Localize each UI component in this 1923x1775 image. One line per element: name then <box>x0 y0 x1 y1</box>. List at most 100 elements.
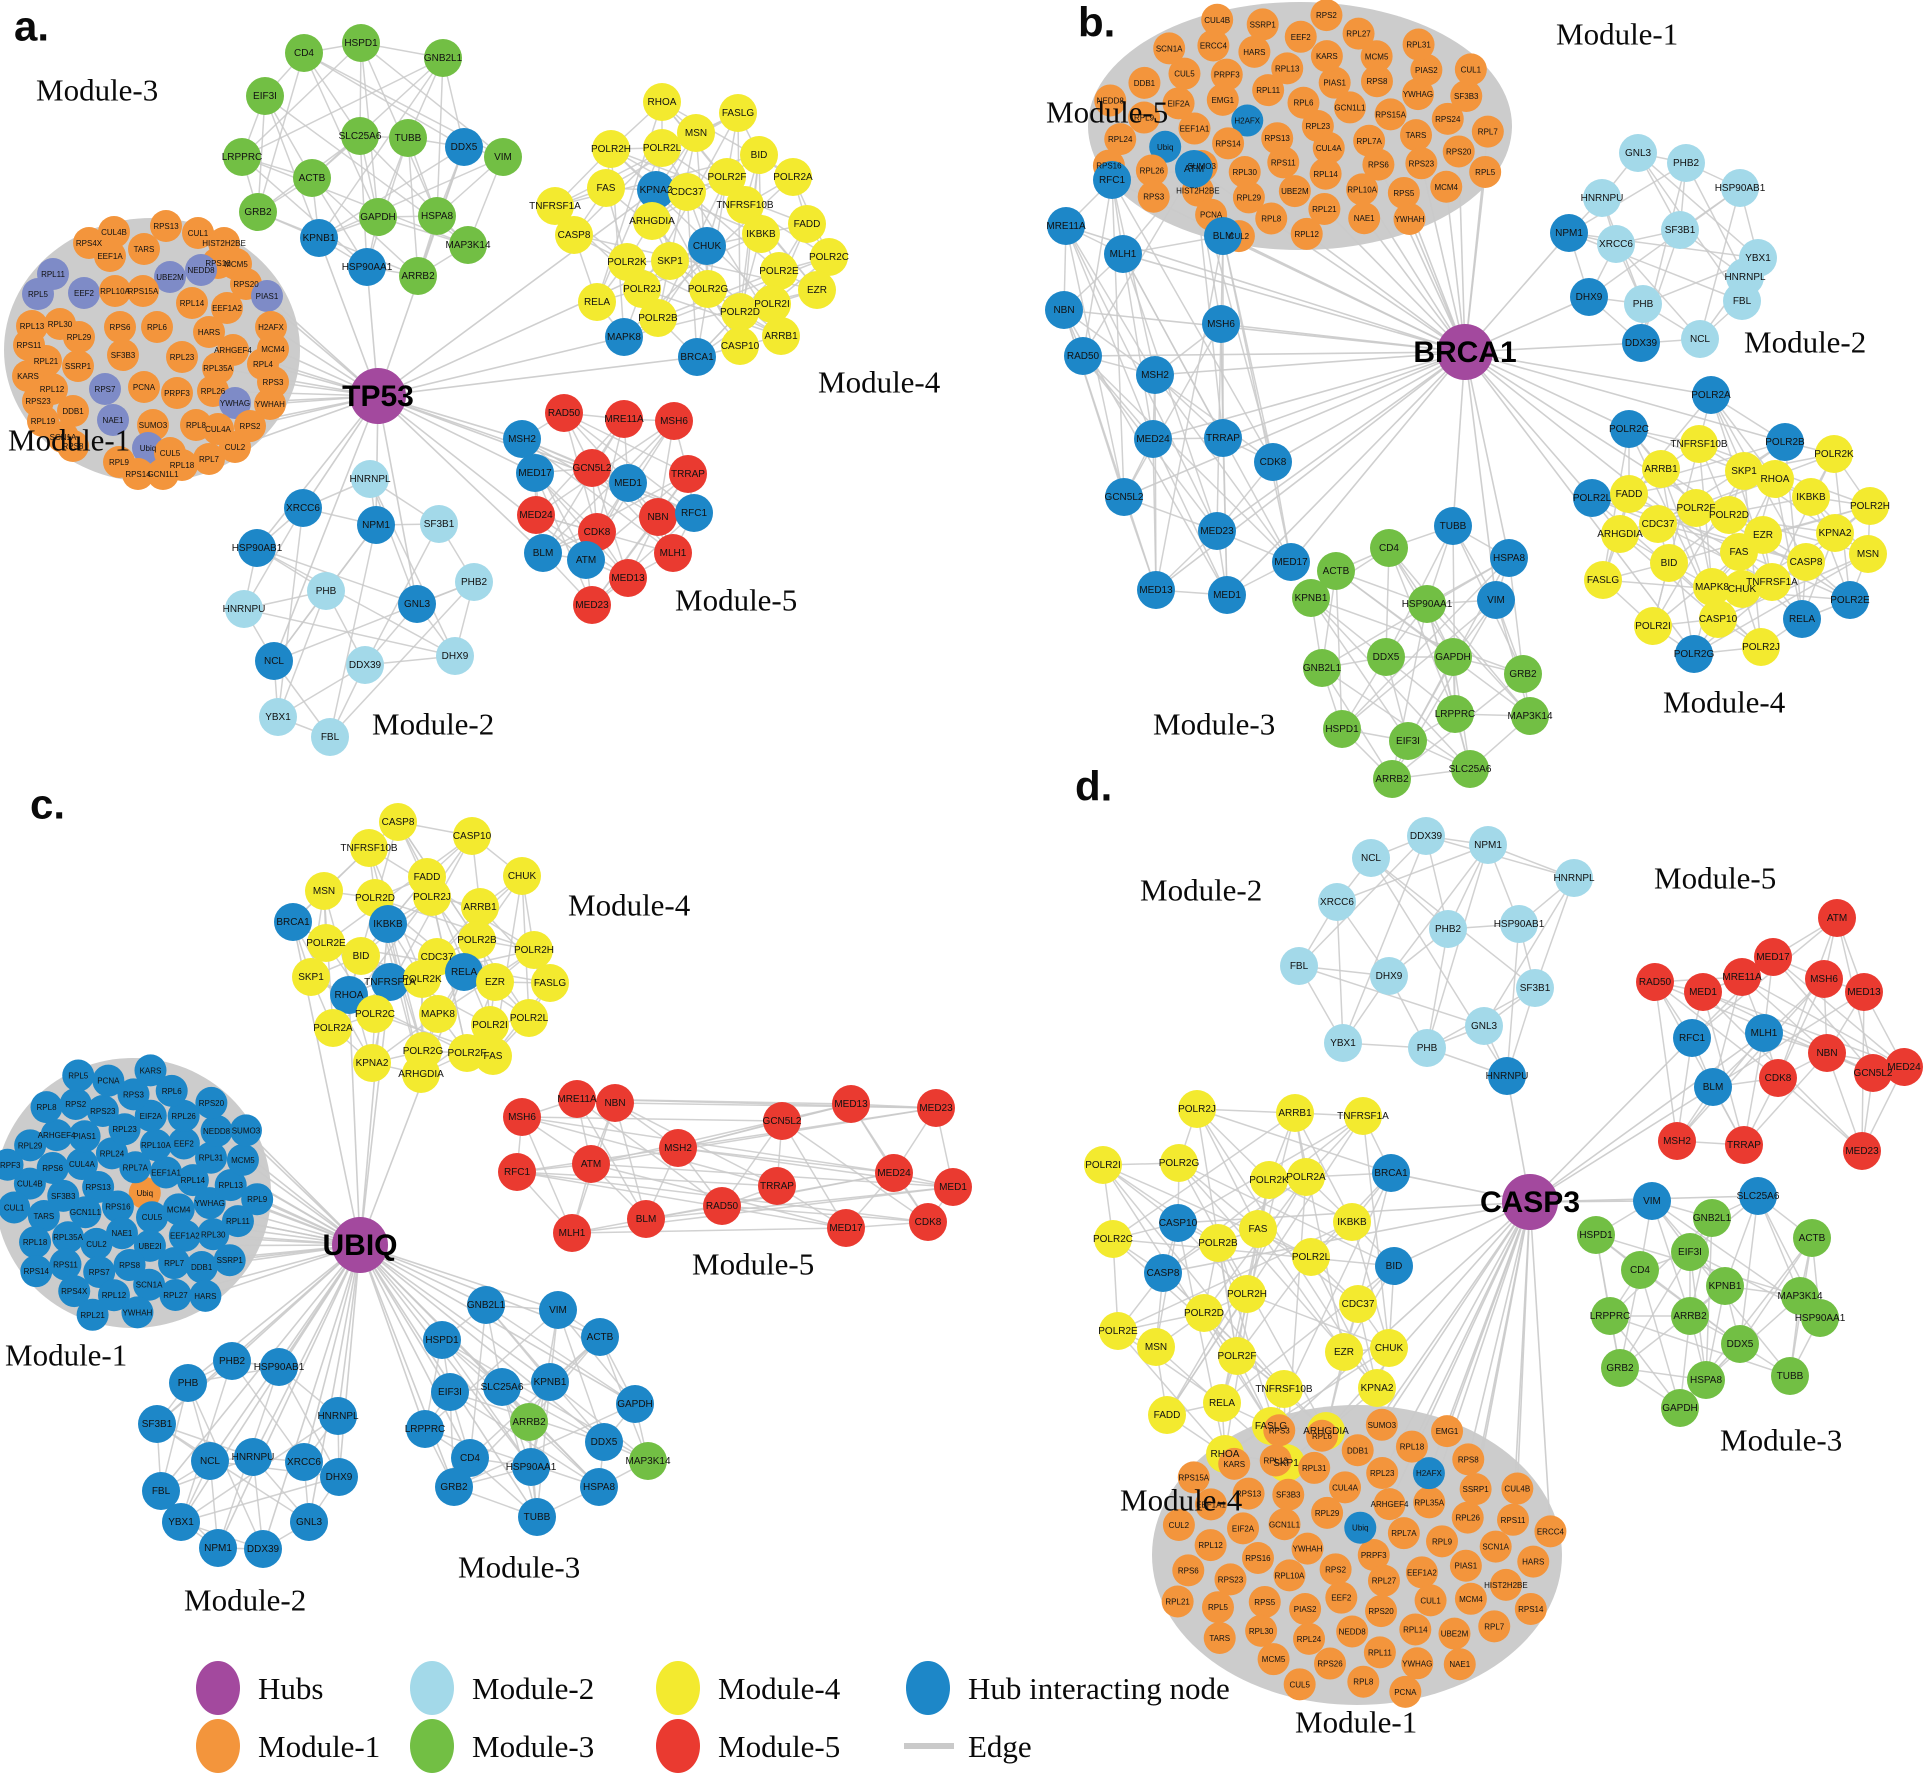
node-label-HARS: HARS <box>198 328 220 337</box>
node-label-SLC25A6: SLC25A6 <box>481 1382 524 1393</box>
node-label-RPL21: RPL21 <box>1165 1597 1190 1606</box>
node-CASP8 <box>555 216 593 254</box>
node-label-DDX39: DDX39 <box>1410 831 1443 842</box>
node-RPS2 <box>59 1087 92 1120</box>
node-POLR2C <box>810 238 848 276</box>
node-VIM <box>539 1291 577 1329</box>
node-label-CDK8: CDK8 <box>1765 1073 1792 1084</box>
node-BID <box>1375 1247 1413 1285</box>
node-ACTB <box>293 159 331 197</box>
node-RAD50 <box>703 1187 741 1225</box>
node-label-CUL2: CUL2 <box>1169 1521 1190 1530</box>
node-label-GAPDH: GAPDH <box>1662 1403 1698 1414</box>
panel-letter-a: a. <box>14 2 49 49</box>
node-RAD50 <box>545 394 583 432</box>
node-TRRAP <box>1725 1126 1763 1164</box>
edge <box>469 1336 601 1459</box>
node-label-POLR2L: POLR2L <box>510 1013 549 1024</box>
node-label-RPS23: RPS23 <box>1409 159 1435 168</box>
node-label-BID: BID <box>1386 1261 1403 1272</box>
node-label-RPL29: RPL29 <box>18 1141 43 1150</box>
node-label-EEF1A1: EEF1A1 <box>1180 125 1210 134</box>
node-POLR2A <box>774 158 812 196</box>
node-RPL23 <box>108 1113 141 1146</box>
node-DDX39 <box>1407 817 1445 855</box>
node-label-ARHGEF4: ARHGEF4 <box>214 346 252 355</box>
node-RPS13 <box>150 210 182 242</box>
edge <box>1122 253 1154 440</box>
node-XRCC6 <box>1318 883 1356 921</box>
node-GNB2L1 <box>1303 649 1341 687</box>
node-label-FASLG: FASLG <box>1255 1421 1287 1432</box>
node-RPL29 <box>1232 181 1265 214</box>
node-label-RPL29: RPL29 <box>1315 1509 1340 1518</box>
node-label-MAP3K14: MAP3K14 <box>1507 711 1552 722</box>
node-label-RPL10A: RPL10A <box>1347 185 1377 194</box>
node-BID <box>740 136 778 174</box>
node-label-MED13: MED13 <box>611 573 645 584</box>
node-label-PIAS2: PIAS2 <box>1294 1605 1317 1614</box>
edge <box>273 581 475 662</box>
node-POLR2G <box>689 270 727 308</box>
node-RPL11 <box>221 1205 254 1238</box>
node-label-MCM5: MCM5 <box>224 260 248 269</box>
node-label-POLR2G: POLR2G <box>1674 649 1715 660</box>
node-TNFRSF10B <box>726 186 764 224</box>
node-RPS5 <box>1387 176 1420 209</box>
node-label-POLR2J: POLR2J <box>1178 1104 1216 1115</box>
node-label-SKP1: SKP1 <box>298 972 324 983</box>
module-caption-module-3: Module-3 <box>1720 1422 1842 1457</box>
node-label-KARS: KARS <box>1223 1460 1245 1469</box>
node-label-RPS14: RPS14 <box>1518 1605 1544 1614</box>
node-label-CHUK: CHUK <box>693 241 722 252</box>
node-MED13 <box>832 1085 870 1123</box>
node-POLR2I <box>1634 607 1672 645</box>
node-label-ARHGEF4: ARHGEF4 <box>1371 1500 1409 1509</box>
node-label-KPNA2: KPNA2 <box>640 185 673 196</box>
node-label-RAD50: RAD50 <box>706 1201 739 1212</box>
node-YWHAG <box>1401 1647 1434 1680</box>
node-label-HSP90AA1: HSP90AA1 <box>1402 599 1453 610</box>
node-label-RPL26: RPL26 <box>201 387 226 396</box>
node-POLR2L <box>1573 479 1611 517</box>
node-TRRAP <box>758 1167 796 1205</box>
edge <box>536 1381 551 1518</box>
node-ARHGDIA <box>402 1055 440 1093</box>
node-MCM4 <box>1430 170 1463 203</box>
panel-b: RPL23 RPS13 RPL6 CUL4A H2AFX GCN1L1 RPS11 RPL11… <box>1045 0 1890 798</box>
node-MCM5 <box>1360 40 1393 73</box>
node-label-POLR2D: POLR2D <box>355 893 395 904</box>
edge <box>1065 225 1154 440</box>
node-label-UBE2M: UBE2M <box>1281 187 1309 196</box>
module-caption-module-3: Module-3 <box>458 1549 580 1584</box>
node-label-CHUK: CHUK <box>1728 584 1757 595</box>
node-POLR2E <box>1099 1312 1137 1350</box>
node-label-NPM1: NPM1 <box>362 520 390 531</box>
edge <box>686 191 780 272</box>
node-label-RPL5: RPL5 <box>1208 1603 1229 1612</box>
node-label-TRRAP: TRRAP <box>1206 433 1240 444</box>
node-EIF3I <box>1671 1233 1709 1271</box>
node-CUL4B <box>1501 1472 1534 1505</box>
edge <box>1310 597 1409 742</box>
node-FBL <box>311 718 349 756</box>
node-UBE2M <box>1438 1617 1471 1650</box>
node-NAE1 <box>1348 202 1381 235</box>
node-label-CDK8: CDK8 <box>915 1217 942 1228</box>
hub-spoke-edge <box>359 1244 600 1488</box>
node-TUBB <box>1771 1357 1809 1395</box>
node-label-POLR2E: POLR2E <box>1098 1326 1138 1337</box>
node-label-GCN5L2: GCN5L2 <box>1854 1068 1893 1079</box>
node-FAS <box>474 1037 512 1075</box>
node-label-NEDD8: NEDD8 <box>1097 96 1125 105</box>
node-label-FAS: FAS <box>1249 1224 1268 1235</box>
edge <box>1452 525 1456 715</box>
edge <box>1628 493 1740 553</box>
node-POLR2B <box>1199 1224 1237 1262</box>
node-CDC37 <box>1339 1285 1377 1323</box>
node-DDX5 <box>1721 1325 1759 1363</box>
edge <box>542 473 689 554</box>
node-POLR2L <box>510 999 548 1037</box>
node-YBX1 <box>259 698 297 736</box>
hub-spoke-edge <box>1464 351 1630 430</box>
